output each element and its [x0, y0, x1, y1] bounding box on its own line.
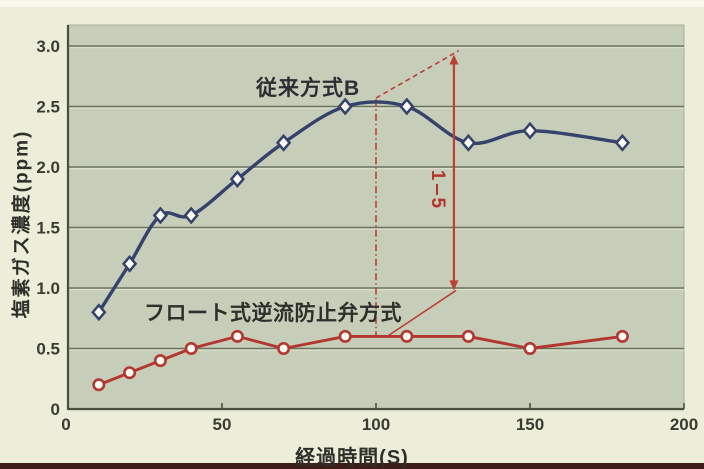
y-tick-label: 2.5: [36, 98, 60, 117]
annotation-leader-line: [384, 289, 457, 339]
data-point-diamond: [275, 133, 292, 152]
photo-edge-top: [0, 0, 704, 7]
fraction-bar: [435, 183, 439, 195]
y-tick-label: 2.0: [36, 158, 60, 177]
y-axis-title: 塩素ガス濃度(ppm): [11, 129, 33, 319]
data-point-diamond: [183, 206, 199, 225]
data-point-circle: [400, 329, 414, 343]
data-point-circle: [461, 329, 475, 343]
ratio-denominator: 5: [427, 197, 448, 209]
data-point-diamond: [460, 133, 477, 152]
y-tick-label: 3.0: [36, 37, 60, 56]
data-point-diamond: [522, 121, 538, 140]
y-tick-label: 0.5: [36, 340, 60, 359]
data-point-diamond: [91, 303, 107, 322]
y-tick-label: 1.0: [36, 279, 60, 298]
series-label-conventional: 従来方式B: [256, 77, 361, 100]
x-tick-label: 200: [670, 415, 698, 434]
data-point-diamond: [399, 97, 415, 116]
series-label-float-valve: フロート式逆流防止弁方式: [144, 302, 402, 325]
data-point-circle: [184, 341, 198, 355]
x-tick-label: 150: [516, 415, 544, 434]
data-point-circle: [92, 378, 106, 392]
annotation-dashed-diagonal: [375, 50, 459, 99]
data-point-circle: [123, 366, 137, 380]
data-point-diamond: [229, 170, 246, 189]
ratio-annotation: 1 5: [426, 170, 448, 208]
data-point-circle: [277, 341, 291, 355]
y-tick-label: 0: [51, 400, 60, 419]
data-point-circle: [338, 329, 352, 343]
arrow-head-up-icon: [449, 54, 459, 65]
data-point-diamond: [152, 206, 169, 225]
data-point-diamond: [337, 97, 353, 116]
data-point-diamond: [614, 133, 631, 152]
y-tick-label: 1.5: [36, 219, 60, 238]
data-point-circle: [523, 341, 537, 355]
photo-edge-bottom: [0, 463, 704, 469]
x-tick-label: 50: [213, 415, 232, 434]
data-point-circle: [230, 329, 244, 343]
x-axis-title: 経過時間(S): [295, 447, 409, 469]
x-tick-label: 0: [61, 415, 70, 434]
x-tick-label: 100: [362, 415, 390, 434]
data-point-circle: [615, 329, 629, 343]
series-line-0: [97, 100, 625, 314]
ratio-numerator: 1: [427, 169, 448, 181]
arrow-head-down-icon: [449, 280, 459, 291]
data-point-diamond: [121, 254, 138, 273]
data-point-circle: [153, 354, 167, 368]
